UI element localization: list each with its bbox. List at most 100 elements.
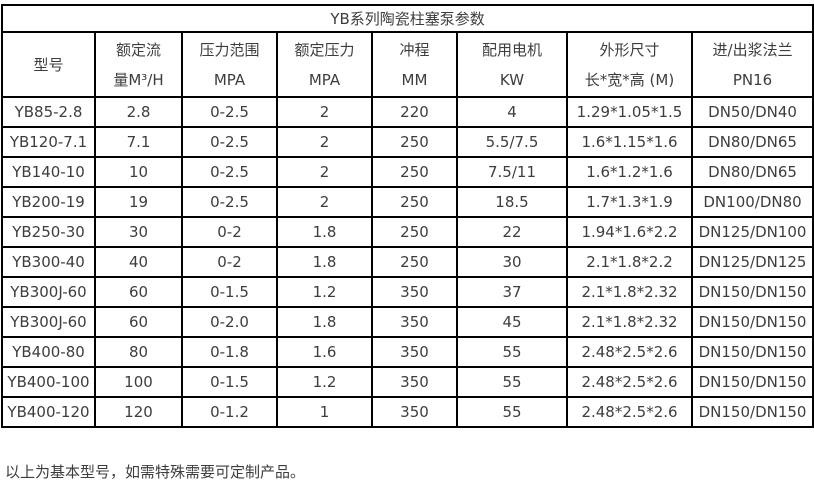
table-cell: 30 — [94, 216, 183, 248]
column-header-line2: PN16 — [732, 70, 773, 89]
column-header-line1: 额定压力 — [294, 40, 355, 59]
table-cell: 0-2 — [181, 216, 278, 248]
table-cell: 1.8 — [276, 246, 373, 278]
column-header-line1: 额定流 — [115, 40, 161, 59]
table-cell: 7.1 — [94, 126, 183, 158]
table-row: YB400-80 80 0-1.8 1.6 350 55 2.48*2.5*2.6 DN150… — [1, 336, 814, 368]
table-cell: 0-2.5 — [181, 186, 278, 218]
table-cell: 2 — [276, 156, 373, 188]
column-header-line2: MM — [401, 70, 428, 89]
table-title: YB系列陶瓷柱塞泵参数 — [0, 4, 814, 33]
model-cell: YB300-40 — [1, 246, 96, 278]
table-cell: 2.48*2.5*2.6 — [566, 336, 693, 368]
table-cell: 5.5/7.5 — [456, 126, 568, 158]
table-cell: 2 — [276, 126, 373, 158]
column-header: 额定压力 MPA — [276, 31, 373, 98]
table-cell: 120 — [94, 396, 183, 428]
column-header: 额定流量M³/H — [94, 31, 183, 98]
column-header: 进/出浆法兰 PN16 — [690, 31, 814, 98]
column-header-line2: 量M³/H — [113, 70, 164, 89]
table-row: YB200-19 19 0-2.5 2 250 18.5 1.7*1.3*1.9 DN100/… — [1, 186, 814, 218]
table-cell: 55 — [456, 396, 568, 428]
table-row: YB300-40 40 0-2 1.8 250 30 2.1*1.8*2.2 DN125/DN… — [1, 246, 814, 278]
table-cell: 250 — [371, 246, 458, 278]
table-cell: 2.8 — [94, 96, 183, 128]
table-cell: 22 — [456, 216, 568, 248]
table-row: YB300J-60 60 0-2.0 1.8 350 45 2.1*1.8*2.32 DN15… — [1, 306, 814, 338]
table-cell: 1.29*1.05*1.5 — [566, 96, 693, 128]
column-header-line2: MPA — [308, 70, 341, 89]
table-cell: 19 — [94, 186, 183, 218]
table-cell: DN150/DN150 — [690, 276, 814, 308]
table-cell: DN80/DN65 — [690, 126, 814, 158]
table-cell: 1 — [276, 396, 373, 428]
table-title-row: YB系列陶瓷柱塞泵参数 — [0, 4, 814, 33]
table-cell: 0-2.5 — [181, 126, 278, 158]
footer-note: 以上为基本型号，如需特殊需要可定制产品。 — [5, 463, 306, 481]
model-cell: YB400-120 — [1, 396, 96, 428]
table-cell: 0-2.5 — [181, 156, 278, 188]
model-cell: YB400-80 — [1, 336, 96, 368]
pump-spec-table: YB系列陶瓷柱塞泵参数 型号 额定流 量M³/H 压力范围 MPA 额定压力 MPA 冲程 MM… — [0, 4, 814, 428]
table-cell: 1.2 — [276, 276, 373, 308]
table-cell: 40 — [94, 246, 183, 278]
table-row: YB140-10 10 0-2.5 2 250 7.5/11 1.6*1.2*1.6 DN80… — [1, 156, 814, 188]
table-cell: DN80/DN65 — [690, 156, 814, 188]
column-header-line2: MPA — [213, 70, 246, 89]
table-cell: 1.2 — [276, 366, 373, 398]
column-header-line1: 型号 — [33, 55, 64, 74]
table-cell: 55 — [456, 366, 568, 398]
table-header-row: 型号 额定流 量M³/H 压力范围 MPA 额定压力 MPA 冲程 MM 配用电机 KW 外形尺寸 长*… — [1, 31, 814, 98]
model-cell: YB300J-60 — [1, 276, 96, 308]
table-cell: 2.48*2.5*2.6 — [566, 366, 693, 398]
table-row: YB400-100 100 0-1.5 1.2 350 55 2.48*2.5*2.6 DN1… — [1, 366, 814, 398]
table-cell: 0-1.8 — [181, 336, 278, 368]
column-header-line1: 外形尺寸 — [599, 40, 660, 59]
table-cell: 45 — [456, 306, 568, 338]
table-cell: 0-1.5 — [181, 276, 278, 308]
table-cell: DN150/DN150 — [690, 396, 814, 428]
table-cell: 0-1.5 — [181, 366, 278, 398]
model-cell: YB85-2.8 — [1, 96, 96, 128]
table-cell: 60 — [94, 276, 183, 308]
table-cell: 220 — [371, 96, 458, 128]
table-row: YB85-2.8 2.8 0-2.5 2 220 4 1.29*1.05*1.5 DN50/D… — [1, 96, 814, 128]
table-cell: 80 — [94, 336, 183, 368]
table-row: YB250-30 30 0-2 1.8 250 22 1.94*1.6*2.2 DN125/D… — [1, 216, 814, 248]
model-cell: YB140-10 — [1, 156, 96, 188]
table-cell: 2.48*2.5*2.6 — [566, 396, 693, 428]
table-cell: 250 — [371, 126, 458, 158]
table-cell: 1.6*1.2*1.6 — [566, 156, 693, 188]
column-header: 型号 — [1, 31, 96, 98]
column-header: 冲程 MM — [371, 31, 458, 98]
table-cell: 1.8 — [276, 306, 373, 338]
column-header: 配用电机 KW — [456, 31, 568, 98]
table-cell: 250 — [371, 186, 458, 218]
table-cell: 7.5/11 — [456, 156, 568, 188]
table-cell: DN150/DN150 — [690, 336, 814, 368]
model-cell: YB300J-60 — [1, 306, 96, 338]
table-cell: 2.1*1.8*2.32 — [566, 306, 693, 338]
table-cell: 37 — [456, 276, 568, 308]
model-cell: YB200-19 — [1, 186, 96, 218]
table-cell: 4 — [456, 96, 568, 128]
column-header-line1: 进/出浆法兰 — [712, 40, 793, 59]
table-cell: 18.5 — [456, 186, 568, 218]
table-cell: 60 — [94, 306, 183, 338]
table-row: YB300J-60 60 0-1.5 1.2 350 37 2.1*1.8*2.32 DN15… — [1, 276, 814, 308]
table-cell: 10 — [94, 156, 183, 188]
table-cell: 55 — [456, 336, 568, 368]
table-cell: 250 — [371, 216, 458, 248]
table-cell: 2.1*1.8*2.32 — [566, 276, 693, 308]
table-row: YB400-120 120 0-1.2 1 350 55 2.48*2.5*2.6 DN150… — [1, 396, 814, 428]
table-row: YB120-7.1 7.1 0-2.5 2 250 5.5/7.5 1.6*1.15*1.6… — [1, 126, 814, 158]
table-cell: 350 — [371, 396, 458, 428]
table-cell: 2 — [276, 96, 373, 128]
table-cell: 100 — [94, 366, 183, 398]
column-header-line1: 配用电机 — [481, 40, 542, 59]
table-cell: 2.1*1.8*2.2 — [566, 246, 693, 278]
table-cell: 0-2 — [181, 246, 278, 278]
model-cell: YB120-7.1 — [1, 126, 96, 158]
table-cell: 1.7*1.3*1.9 — [566, 186, 693, 218]
table-cell: 250 — [371, 156, 458, 188]
